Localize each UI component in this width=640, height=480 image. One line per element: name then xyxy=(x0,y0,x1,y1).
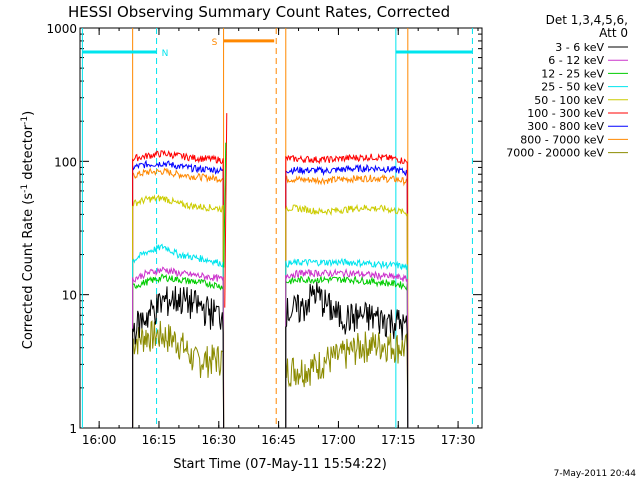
series-trace xyxy=(132,266,409,429)
series-trace xyxy=(132,320,409,429)
series-segment xyxy=(132,194,225,429)
chart-title: HESSI Observing Summary Count Rates, Cor… xyxy=(68,3,450,21)
series-segment xyxy=(285,163,409,429)
series-segment xyxy=(132,149,225,429)
series-segment xyxy=(285,203,409,429)
flare-spike xyxy=(224,113,228,308)
legend-header-line1: Det 1,3,4,5,6, xyxy=(546,13,628,27)
x-tick-label: 16:30 xyxy=(201,433,236,447)
legend-entry-label: 25 - 50 keV xyxy=(541,81,604,94)
x-tick-label: 16:00 xyxy=(82,433,117,447)
saa-period-label: S xyxy=(212,38,218,48)
x-tick-label: 17:15 xyxy=(381,433,416,447)
plot-timestamp: 7-May-2011 20:44 xyxy=(554,469,637,479)
legend-entry-label: 50 - 100 keV xyxy=(534,94,604,107)
series-segment xyxy=(132,286,225,429)
series-segment xyxy=(285,268,409,429)
series-segment xyxy=(285,257,409,429)
x-tick-label: 17:00 xyxy=(321,433,356,447)
series-segment xyxy=(285,331,409,429)
legend-entry-label: 7000 - 20000 keV xyxy=(506,147,604,160)
series-trace xyxy=(132,167,409,429)
x-tick-label: 16:45 xyxy=(261,433,296,447)
series-trace xyxy=(132,273,409,429)
series-trace xyxy=(132,194,409,429)
legend-header-line2: Att 0 xyxy=(599,26,628,40)
legend-entry-label: 300 - 800 keV xyxy=(527,120,604,133)
x-tick-label: 16:15 xyxy=(142,433,177,447)
series-segment xyxy=(285,281,409,429)
series-segment xyxy=(285,153,409,429)
series-segment xyxy=(132,167,225,429)
series-segment xyxy=(132,273,225,429)
series-trace xyxy=(132,159,409,429)
x-axis-label: Start Time (07-May-11 15:54:22) xyxy=(173,457,387,472)
flare-spike xyxy=(223,142,227,268)
legend-entry-label: 3 - 6 keV xyxy=(555,41,604,54)
legend-entry-label: 100 - 300 keV xyxy=(527,107,604,120)
legend-entry-label: 800 - 7000 keV xyxy=(520,133,604,146)
plot-frame xyxy=(79,27,483,429)
series-segment xyxy=(132,320,225,429)
y-tick-label: 10 xyxy=(62,289,77,303)
y-tick-label: 100 xyxy=(54,155,77,169)
series-segment xyxy=(132,159,225,429)
y-axis-label: Corrected Count Rate (s-1 detector-1) xyxy=(20,111,36,349)
series-trace xyxy=(132,281,409,429)
legend-entry-label: 6 - 12 keV xyxy=(548,54,604,67)
y-tick-label: 1 xyxy=(69,422,77,436)
y-tick-label: 1000 xyxy=(46,22,77,36)
series-segment xyxy=(285,173,409,429)
series-trace xyxy=(132,149,409,429)
series-segment xyxy=(285,275,409,429)
series-segment xyxy=(132,266,225,429)
night-period-label: N xyxy=(162,49,169,59)
series-trace xyxy=(132,243,409,429)
series-segment xyxy=(132,243,225,429)
plot-area: 16:00 16:15 16:30 16:45 17:00 17:15 17:30 1 10 10… xyxy=(46,22,483,447)
x-tick-label: 17:30 xyxy=(441,433,476,447)
legend-entry-label: 12 - 25 keV xyxy=(541,67,604,80)
